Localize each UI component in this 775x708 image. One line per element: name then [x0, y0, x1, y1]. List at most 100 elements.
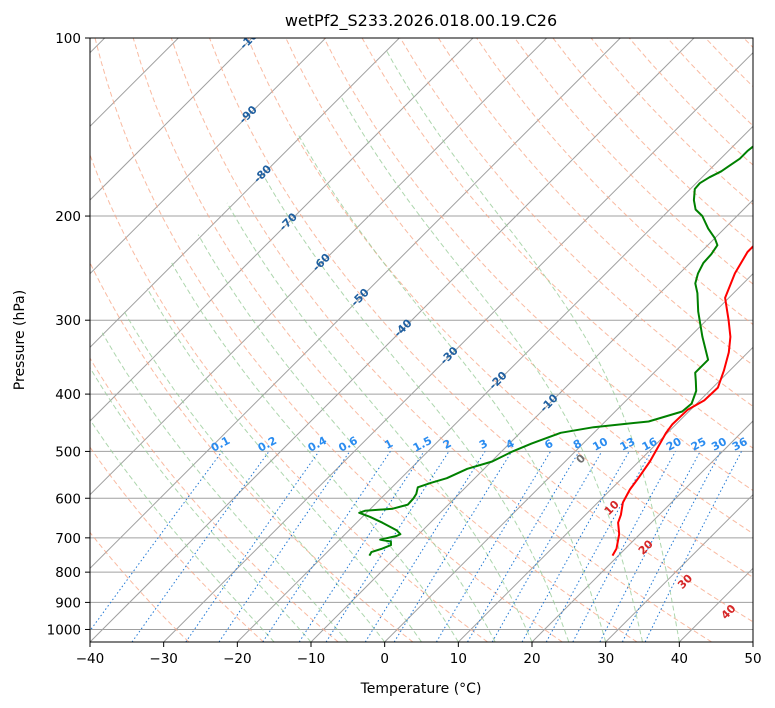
isotherm-label: 40 — [719, 602, 739, 622]
chart-title: wetPf2_S233.2026.018.00.19.C26 — [285, 11, 557, 31]
mixing-ratio-line — [262, 451, 391, 642]
mixing-ratio-line — [185, 451, 320, 642]
mixing-ratio-line — [298, 451, 425, 642]
y-tick-label: 700 — [55, 531, 81, 547]
dry-adiabat-line — [399, 38, 753, 408]
x-axis-label: Temperature (°C) — [360, 681, 482, 697]
temperature-line — [611, 245, 753, 557]
moist-adiabat-line — [101, 332, 349, 642]
dry-adiabat-line — [94, 38, 563, 642]
mixing-ratio-line — [545, 451, 652, 642]
axes: −40 −30 −20 −10 0 10 20 30 40 50 100 200 300 400 500 60… — [47, 31, 762, 667]
dry-adiabat-line — [361, 38, 753, 449]
isotherm-line — [90, 38, 253, 201]
isotherm-line — [90, 38, 548, 496]
dry-adiabat-line — [552, 38, 753, 245]
isotherm-line — [457, 346, 753, 642]
x-tick-label: −40 — [76, 651, 105, 667]
mixing-ratio-label: 3 — [477, 437, 490, 452]
x-tick-label: 0 — [380, 651, 389, 667]
plot-area: 0.1 0.2 0.4 0.6 1 1.5 2 3 4 6 8 10 13 16 20 25 30 36-100-… — [90, 38, 753, 642]
dry-adiabat-line — [437, 38, 753, 366]
x-tick-label: −20 — [223, 651, 252, 667]
x-tick-label: −30 — [149, 651, 178, 667]
mixing-ratio-line — [90, 451, 223, 632]
dry-adiabat-line — [90, 446, 264, 642]
dry-adiabat-line — [323, 38, 753, 492]
isotherm-line — [752, 641, 753, 642]
isoline-labels: 0.1 0.2 0.4 0.6 1 1.5 2 3 4 6 8 10 13 16 20 25 30 36-100-… — [209, 38, 750, 622]
y-tick-label: 900 — [55, 595, 81, 611]
isotherm-line — [90, 38, 621, 570]
isotherm-line — [236, 125, 753, 642]
mixing-ratio-line — [521, 451, 630, 642]
mixing-ratio-line — [325, 451, 450, 642]
mixing-ratio-label: 2 — [441, 437, 454, 452]
isotherm-line — [384, 272, 753, 642]
isotherm-label: 30 — [675, 572, 695, 592]
y-axis-label: Pressure (hPa) — [12, 290, 28, 390]
x-tick-label: 40 — [671, 651, 688, 667]
isotherm-line — [90, 38, 400, 349]
moist-adiabat-line — [171, 262, 459, 642]
dry-adiabat-line — [209, 38, 753, 623]
dry-adiabat-line — [514, 38, 753, 285]
mixing-ratio-label: 16 — [640, 435, 660, 454]
isotherm-label: 10 — [602, 498, 622, 518]
moist-adiabat-line — [197, 234, 496, 642]
moist-adiabat-line — [385, 50, 680, 642]
moist-adiabat-line — [90, 418, 275, 642]
y-tick-label: 200 — [55, 209, 81, 225]
isotherm-line — [90, 38, 474, 422]
mixing-ratio-line — [393, 451, 513, 642]
isotherm-line — [531, 420, 753, 642]
mixing-ratio-line — [467, 451, 580, 642]
mixing-ratio-line — [218, 451, 351, 642]
dewpoint-line — [358, 145, 753, 557]
isotherm-lines — [90, 38, 753, 642]
dry-adiabat-line — [705, 38, 753, 88]
dry-adiabat-line — [90, 153, 488, 642]
x-tick-label: 10 — [450, 651, 467, 667]
x-tick-label: 30 — [597, 651, 614, 667]
isotherm-line — [605, 493, 753, 642]
isotherm-line — [310, 199, 753, 642]
y-tick-label: 1000 — [47, 622, 81, 638]
mixing-ratio-line — [131, 451, 270, 642]
mixing-ratio-lines — [90, 451, 742, 642]
y-tick-label: 600 — [55, 491, 81, 507]
mixing-ratio-line — [572, 451, 676, 642]
mixing-ratio-label: 25 — [689, 435, 709, 454]
y-tick-label: 300 — [55, 313, 81, 329]
y-tick-label: 100 — [55, 31, 81, 47]
dry-adiabat-line — [743, 38, 753, 49]
mixing-ratio-label: 1 — [382, 437, 395, 452]
x-tick-label: 20 — [523, 651, 540, 667]
dry-adiabat-line — [667, 38, 753, 127]
profile-series — [358, 145, 753, 557]
x-tick-label: 50 — [744, 651, 761, 667]
isotherm-line — [90, 38, 695, 642]
plot-frame — [89, 37, 754, 643]
moist-adiabat-line — [262, 174, 570, 642]
dry-adiabat-line — [590, 38, 753, 206]
dry-adiabat-line — [90, 531, 190, 642]
moist-adiabat-line — [226, 202, 533, 642]
isobar-lines — [90, 38, 753, 630]
isotherm-line — [90, 38, 327, 275]
isotherm-line — [163, 51, 753, 642]
moist-adiabat-line — [146, 288, 422, 642]
dry-adiabat-line — [90, 261, 414, 642]
moist-adiabat-line — [339, 95, 643, 642]
y-tick-label: 400 — [55, 387, 81, 403]
moist-adiabat-line — [123, 311, 386, 642]
mixing-ratio-label: 20 — [664, 435, 684, 454]
dry-adiabat-line — [170, 38, 712, 642]
mixing-ratio-label: 36 — [730, 435, 750, 454]
isotherm-line — [678, 567, 753, 642]
mixing-ratio-label: 10 — [590, 435, 610, 454]
isotherm-label: 20 — [636, 537, 656, 557]
dry-adiabat-line — [90, 357, 339, 642]
mixing-ratio-line — [644, 451, 742, 642]
